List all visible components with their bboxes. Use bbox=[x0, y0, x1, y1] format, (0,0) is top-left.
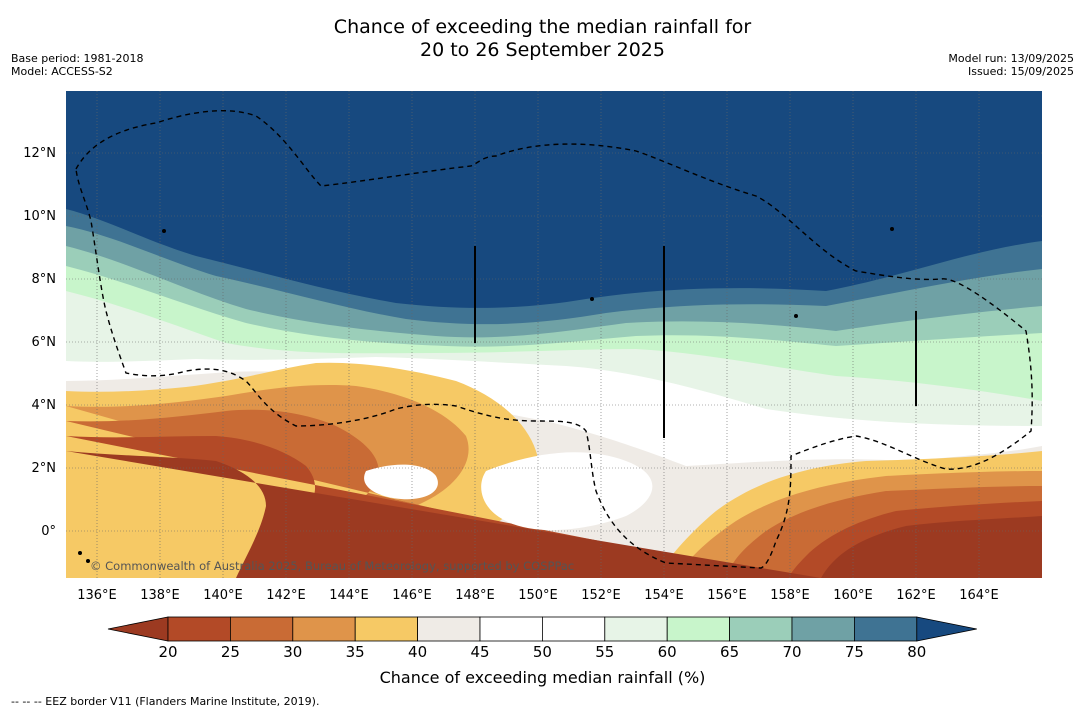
lon-label-164e: 164°E bbox=[959, 588, 999, 603]
model-run: Model run: 13/09/2025 bbox=[948, 52, 1074, 65]
colorbar-segment-60-65 bbox=[666, 616, 731, 642]
lon-label-152e: 152°E bbox=[581, 588, 621, 603]
colorbar-tick-20: 20 bbox=[158, 643, 178, 661]
colorbar-tick-60: 60 bbox=[657, 643, 677, 661]
lat-label-8n: 8°N bbox=[31, 272, 57, 287]
colorbar-segment-45-50 bbox=[479, 616, 543, 642]
band-25-30 bbox=[66, 409, 1042, 578]
map-fill-layers bbox=[66, 91, 1042, 578]
colorbar-tick-35: 35 bbox=[345, 643, 365, 661]
colorbar-tick-80: 80 bbox=[907, 643, 927, 661]
island-markers bbox=[474, 246, 917, 438]
lat-label-12n: 12°N bbox=[23, 146, 56, 161]
lat-label-6n: 6°N bbox=[31, 335, 57, 350]
colorbar-title: Chance of exceeding median rainfall (%) bbox=[379, 668, 706, 687]
colorbar-tick-65: 65 bbox=[720, 643, 740, 661]
white-patch-west bbox=[364, 464, 438, 500]
colorbar-segment-75-80 bbox=[854, 616, 918, 642]
colorbar-segment-65-70 bbox=[729, 616, 793, 642]
lon-label-150e: 150°E bbox=[518, 588, 558, 603]
colorbar-tick-70: 70 bbox=[782, 643, 802, 661]
colorbar-segment-35-40 bbox=[354, 616, 419, 642]
map-title-line1: Chance of exceeding the median rainfall … bbox=[333, 16, 752, 38]
lon-label-140e: 140°E bbox=[203, 588, 243, 603]
map-title-line2: 20 to 26 September 2025 bbox=[420, 39, 665, 61]
lon-label-158e: 158°E bbox=[770, 588, 810, 603]
issued-date: Issued: 15/09/2025 bbox=[967, 65, 1074, 78]
lat-label-10n: 10°N bbox=[23, 209, 56, 224]
model-name: Model: ACCESS-S2 bbox=[11, 65, 113, 78]
lon-label-144e: 144°E bbox=[329, 588, 369, 603]
lon-label-136e: 136°E bbox=[77, 588, 117, 603]
rainfall-map: © Commonwealth of Australia 2025, Bureau… bbox=[66, 91, 1042, 578]
eez-footnote: -- -- -- EEZ border V11 (Flanders Marine… bbox=[11, 695, 320, 708]
colorbar-tick-30: 30 bbox=[283, 643, 303, 661]
lon-label-154e: 154°E bbox=[644, 588, 684, 603]
lat-label-2n: 2°N bbox=[31, 461, 57, 476]
lon-label-142e: 142°E bbox=[266, 588, 306, 603]
meta-right: Model run: 13/09/2025 Issued: 15/09/2025 bbox=[948, 52, 1074, 78]
lon-label-148e: 148°E bbox=[455, 588, 495, 603]
colorbar-arrow-high bbox=[916, 616, 977, 642]
colorbar-segment-40-45 bbox=[417, 616, 481, 642]
band-below-20 bbox=[66, 451, 1042, 578]
lon-label-156e: 156°E bbox=[707, 588, 747, 603]
lon-label-162e: 162°E bbox=[896, 588, 936, 603]
colorbar-segment-70-75 bbox=[791, 616, 855, 642]
colorbar-tick-45: 45 bbox=[470, 643, 490, 661]
island-dots bbox=[78, 227, 894, 563]
colorbar-tick-75: 75 bbox=[844, 643, 864, 661]
colorbar-segment-20-25 bbox=[167, 616, 231, 642]
lat-label-0: 0° bbox=[41, 524, 56, 539]
colorbar-tick-25: 25 bbox=[220, 643, 240, 661]
colorbar-segment-30-35 bbox=[292, 616, 356, 642]
gridlines bbox=[66, 91, 1042, 578]
lat-label-4n: 4°N bbox=[31, 398, 57, 413]
lon-label-146e: 146°E bbox=[392, 588, 432, 603]
colorbar-tick-40: 40 bbox=[408, 643, 428, 661]
base-period: Base period: 1981-2018 bbox=[11, 52, 144, 65]
eez-border bbox=[75, 110, 1033, 569]
meta-left: Base period: 1981-2018 Model: ACCESS-S2 bbox=[11, 52, 143, 78]
colorbar-segment-50-55 bbox=[542, 616, 606, 642]
lon-label-160e: 160°E bbox=[833, 588, 873, 603]
copyright-text: © Commonwealth of Australia 2025, Bureau… bbox=[90, 559, 574, 573]
lon-label-138e: 138°E bbox=[140, 588, 180, 603]
colorbar-segments bbox=[107, 616, 977, 642]
colorbar-tick-50: 50 bbox=[532, 643, 552, 661]
colorbar-segment-25-30 bbox=[229, 616, 294, 642]
white-patch-central bbox=[481, 452, 653, 531]
colorbar-segment-55-60 bbox=[604, 616, 668, 642]
colorbar-tick-55: 55 bbox=[595, 643, 615, 661]
colorbar-arrow-low bbox=[107, 616, 169, 642]
